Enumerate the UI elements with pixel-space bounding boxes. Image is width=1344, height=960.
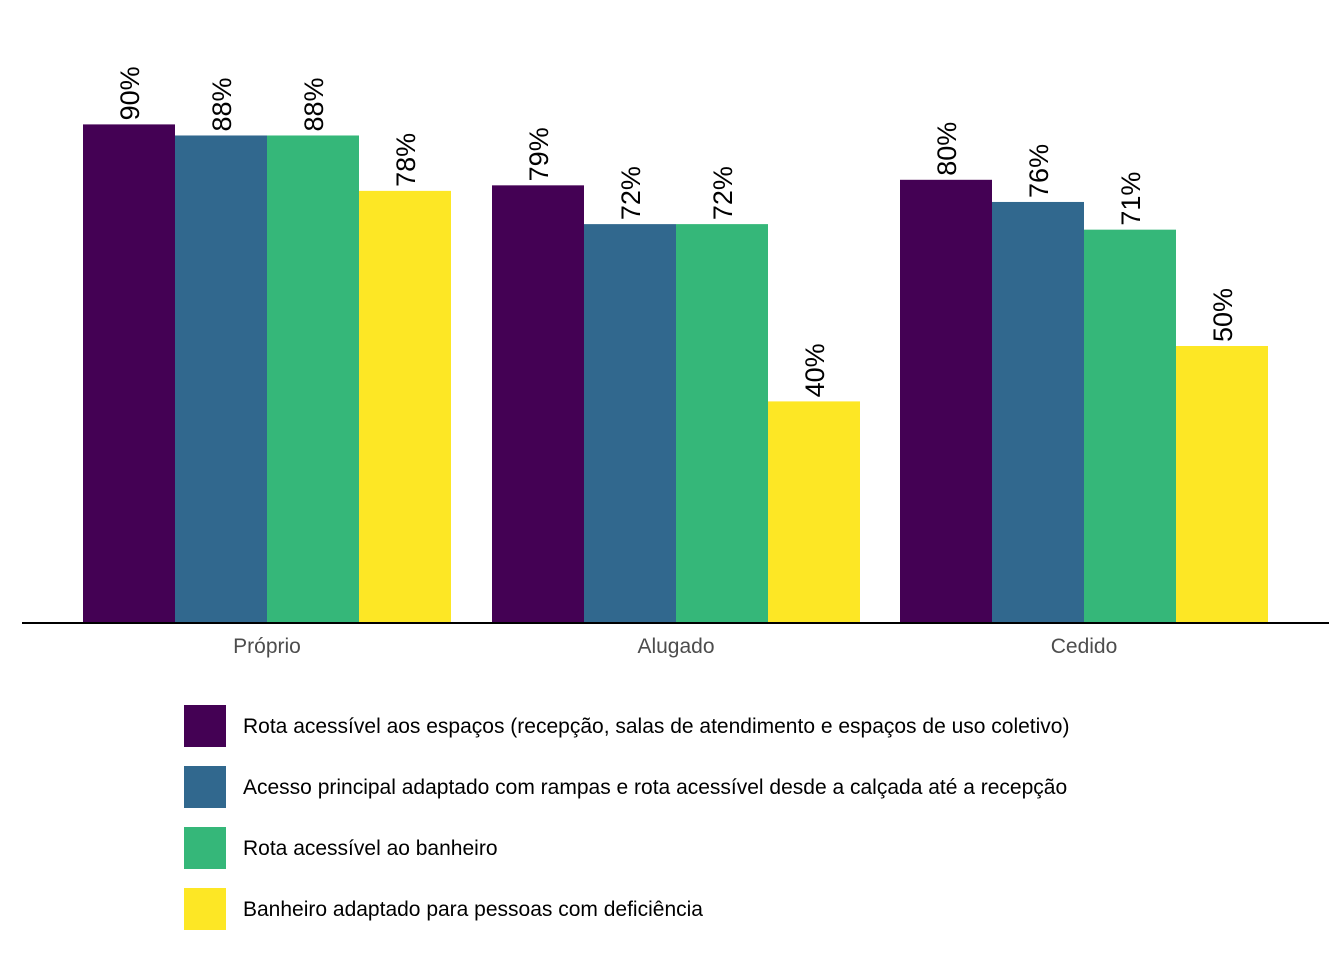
bar-alugado-series-1 <box>492 185 584 623</box>
value-label-cedido-series-3: 71% <box>1116 172 1146 226</box>
x-tick-label-alugado: Alugado <box>637 635 714 658</box>
bar-cedido-series-3 <box>1084 229 1176 623</box>
legend-label-series-4: Banheiro adaptado para pessoas com defic… <box>243 898 703 921</box>
legend-label-series-3: Rota acessível ao banheiro <box>243 837 498 860</box>
x-tick-label-proprio: Próprio <box>233 635 301 658</box>
legend: Rota acessível aos espaços (recepção, sa… <box>184 705 1069 930</box>
bar-alugado-series-3 <box>676 224 768 623</box>
legend-key-series-2 <box>184 766 226 808</box>
value-label-cedido-series-2: 76% <box>1024 144 1054 198</box>
bar-proprio-series-3 <box>267 135 359 624</box>
value-label-alugado-series-3: 72% <box>708 166 738 220</box>
legend-label-series-1: Rota acessível aos espaços (recepção, sa… <box>243 715 1069 738</box>
legend-key-series-1 <box>184 705 226 747</box>
value-label-proprio-series-4: 78% <box>391 133 421 187</box>
bars-layer <box>83 124 1268 624</box>
value-label-alugado-series-4: 40% <box>800 343 830 397</box>
bar-alugado-series-2 <box>584 224 676 623</box>
value-label-alugado-series-2: 72% <box>616 166 646 220</box>
value-label-proprio-series-1: 90% <box>115 66 145 120</box>
value-label-proprio-series-3: 88% <box>299 77 329 131</box>
bar-proprio-series-1 <box>83 124 175 624</box>
legend-key-series-3 <box>184 827 226 869</box>
category-labels-layer: Próprio Alugado Cedido <box>233 635 1117 658</box>
bar-cedido-series-1 <box>900 179 992 624</box>
value-label-cedido-series-1: 80% <box>932 122 962 176</box>
value-labels-layer: 90% 88% 88% 78% 79% 72% 72% 40% 80% 76% 71% 50% <box>115 66 1238 397</box>
value-label-cedido-series-4: 50% <box>1208 288 1238 342</box>
bar-cedido-series-4 <box>1176 346 1268 623</box>
x-tick-label-cedido: Cedido <box>1051 635 1118 658</box>
bar-proprio-series-2 <box>175 135 267 624</box>
bar-proprio-series-4 <box>359 190 451 623</box>
value-label-proprio-series-2: 88% <box>207 77 237 131</box>
bar-alugado-series-4 <box>768 401 860 623</box>
legend-key-series-4 <box>184 888 226 930</box>
bar-cedido-series-2 <box>992 201 1084 623</box>
legend-label-series-2: Acesso principal adaptado com rampas e r… <box>243 776 1067 799</box>
value-label-alugado-series-1: 79% <box>524 127 554 181</box>
